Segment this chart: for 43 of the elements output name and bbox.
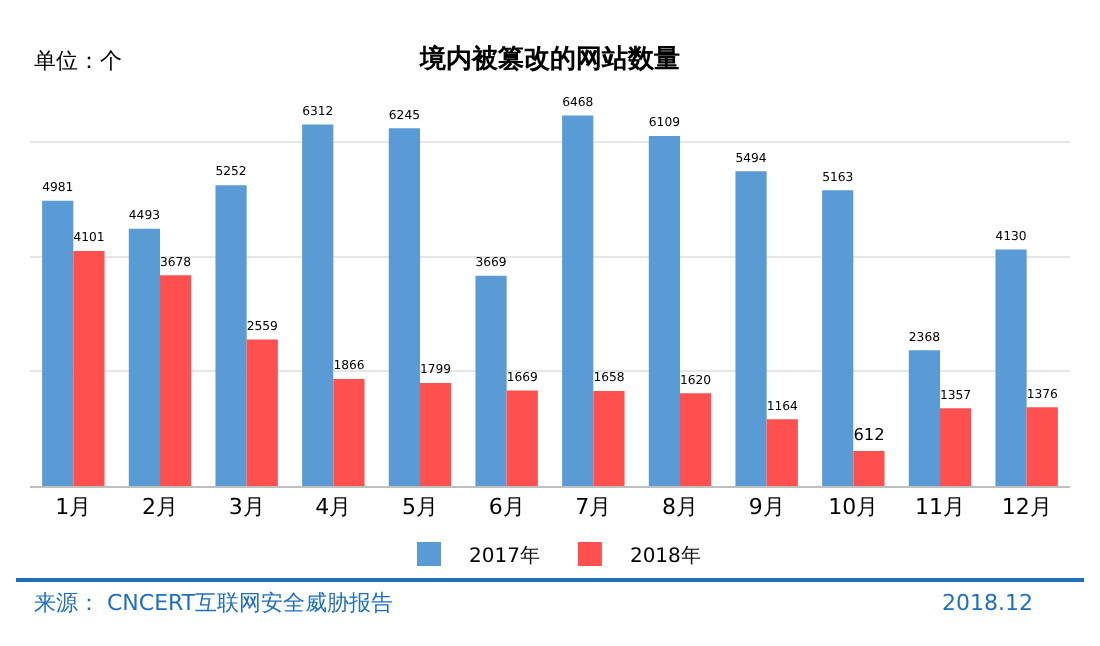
bar xyxy=(1026,407,1058,486)
x-tick-label: 3月 xyxy=(228,494,265,521)
bar xyxy=(822,190,854,486)
bar xyxy=(735,171,767,486)
bar xyxy=(995,249,1027,486)
x-tick-label: 7月 xyxy=(575,494,612,521)
bar xyxy=(680,393,712,486)
x-tick-label: 1月 xyxy=(55,494,92,521)
bar xyxy=(215,185,247,486)
bar xyxy=(333,379,365,486)
bar xyxy=(908,350,940,486)
bar xyxy=(420,382,452,486)
bar xyxy=(506,390,538,486)
x-tick-label: 9月 xyxy=(748,494,785,521)
x-tick-label: 2月 xyxy=(142,494,178,521)
bar xyxy=(246,339,278,486)
x-tick-label: 5月 xyxy=(402,494,438,521)
bar xyxy=(73,251,105,486)
bar xyxy=(388,128,420,486)
legend-label: 2018年 xyxy=(629,543,701,568)
data-label: 612 xyxy=(853,424,885,445)
x-tick-label: 10月 xyxy=(828,494,879,521)
bar xyxy=(160,275,192,486)
text: 2018.12 xyxy=(942,590,1033,616)
x-tick-label: 6月 xyxy=(488,494,525,521)
x-tick-label: 4月 xyxy=(315,494,352,521)
bar xyxy=(128,228,160,486)
x-tick-label: 11月 xyxy=(915,494,965,521)
x-tick-label: 8月 xyxy=(662,494,698,521)
bar xyxy=(593,391,625,486)
bar xyxy=(42,200,74,486)
chart-title: 境内被篡改的网站数量 xyxy=(418,43,680,76)
source-note: 来源： CNCERT互联网安全威胁报告 xyxy=(34,590,394,616)
bar xyxy=(940,408,972,486)
bar xyxy=(562,115,594,486)
bar xyxy=(766,419,798,486)
text: 单位：个 xyxy=(34,48,122,74)
bar xyxy=(475,275,507,486)
bar xyxy=(302,124,334,486)
x-tick-label: 12月 xyxy=(1001,494,1052,521)
bar xyxy=(648,136,680,486)
legend-label: 2017年 xyxy=(469,543,540,568)
bar xyxy=(853,450,885,486)
